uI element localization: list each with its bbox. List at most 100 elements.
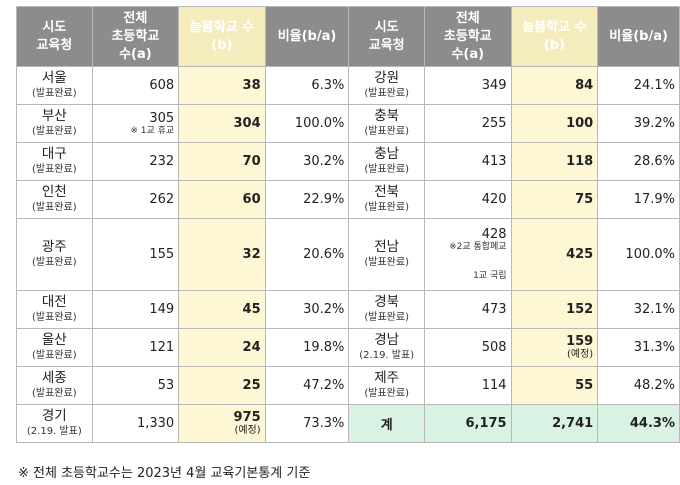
count-value: 118: [566, 154, 594, 169]
table-row: 대전 (발표완료) 149 45 30.2% 경북 (발표완료) 473 152 32.1%: [16, 290, 680, 329]
total-row-total: 6,175: [423, 404, 512, 443]
header-total-right: 전체 초등학교 수(a): [423, 6, 512, 67]
count-value: 425: [566, 247, 594, 262]
total-cell: 413: [423, 142, 512, 181]
total-cell: 155: [91, 218, 180, 291]
ratio-cell: 48.2%: [597, 366, 680, 405]
count-cell: 25: [178, 366, 266, 405]
region-cell: 부산 (발표완료): [16, 104, 93, 143]
total-cell: 349: [423, 66, 512, 105]
total-row-count: 2,741: [510, 404, 599, 443]
region-status: (2.19. 발표): [26, 425, 82, 437]
count-cell: 32: [178, 218, 266, 291]
count-value: 159: [566, 334, 594, 349]
region-name: 부산: [41, 107, 67, 124]
count-value: 304: [233, 116, 261, 131]
total-value: 255: [481, 116, 507, 131]
total-value: 149: [149, 302, 175, 317]
total-value: 155: [149, 247, 175, 262]
region-name: 전북: [374, 183, 400, 200]
count-cell: 55: [510, 366, 599, 405]
total-row-label: 계: [348, 404, 425, 443]
region-status: (발표완료): [32, 349, 77, 361]
count-cell: 70: [178, 142, 266, 181]
region-status: (발표완료): [32, 311, 77, 323]
total-cell: 262: [91, 180, 180, 219]
region-status: (발표완료): [32, 125, 77, 137]
region-name: 서울: [41, 69, 67, 86]
region-cell: 전북 (발표완료): [348, 180, 425, 219]
count-value: 55: [575, 378, 594, 393]
region-status: (발표완료): [32, 256, 77, 268]
table-body: 서울 (발표완료) 608 38 6.3% 강원 (발표완료) 349 84 24.1% 부…: [16, 66, 680, 443]
table-row: 울산 (발표완료) 121 24 19.8% 경남 (2.19. 발표) 508 159(…: [16, 328, 680, 367]
region-name: 충북: [374, 107, 400, 124]
total-cell: 428 ※2교 통합폐교 1교 국립: [423, 218, 512, 291]
count-cell: 975 (예정): [178, 404, 266, 443]
region-status: (발표완료): [364, 163, 409, 175]
total-cell: 608: [91, 66, 180, 105]
total-note: ※2교 통합폐교: [449, 242, 507, 252]
total-cell: 473: [423, 290, 512, 329]
header-total-left: 전체 초등학교 수(a): [91, 6, 180, 67]
count-cell: 45: [178, 290, 266, 329]
count-cell: 84: [510, 66, 599, 105]
region-name: 충남: [374, 145, 400, 162]
ratio-cell: 20.6%: [264, 218, 350, 291]
total-note: ※ 1교 휴교: [130, 125, 175, 136]
region-status: (발표완료): [364, 387, 409, 399]
region-status: (발표완료): [32, 201, 77, 213]
total-value: 508: [481, 340, 507, 355]
region-cell: 충북 (발표완료): [348, 104, 425, 143]
count-cell: 100: [510, 104, 599, 143]
region-cell: 인천 (발표완료): [16, 180, 93, 219]
ratio-cell: 6.3%: [264, 66, 350, 105]
total-value: 121: [149, 340, 175, 355]
region-cell: 충남 (발표완료): [348, 142, 425, 181]
region-cell: 대전 (발표완료): [16, 290, 93, 329]
count-value: 75: [575, 192, 594, 207]
total-cell: 232: [91, 142, 180, 181]
region-cell: 전남 (발표완료): [348, 218, 425, 291]
ratio-cell: 32.1%: [597, 290, 680, 329]
table-row: 서울 (발표완료) 608 38 6.3% 강원 (발표완료) 349 84 24.1%: [16, 66, 680, 105]
count-cell: 60: [178, 180, 266, 219]
region-status: (발표완료): [364, 87, 409, 99]
total-cell: 1,330: [91, 404, 180, 443]
region-name: 인천: [41, 183, 67, 200]
region-status: (발표완료): [32, 87, 77, 99]
ratio-cell: 47.2%: [264, 366, 350, 405]
header-ratio-right: 비율(b/a): [597, 6, 680, 67]
ratio-cell: 31.3%: [597, 328, 680, 367]
region-status: (발표완료): [32, 163, 77, 175]
ratio-cell: 100.0%: [264, 104, 350, 143]
count-cell: 304: [178, 104, 266, 143]
header-row: 시도 교육청 전체 초등학교 수(a) 늘봄학교 수 (b) 비율(b/a) 시도 교육청…: [16, 6, 680, 67]
total-value: 413: [481, 154, 507, 169]
ratio-cell: 28.6%: [597, 142, 680, 181]
total-value: 428: [481, 227, 507, 242]
header-region-left-text: 시도 교육청: [36, 19, 73, 53]
region-cell: 대구 (발표완료): [16, 142, 93, 181]
count-value: 84: [575, 78, 594, 93]
region-cell: 제주 (발표완료): [348, 366, 425, 405]
total-value: 232: [149, 154, 175, 169]
total-cell: 420: [423, 180, 512, 219]
school-stats-table: 시도 교육청 전체 초등학교 수(a) 늘봄학교 수 (b) 비율(b/a) 시도 교육청…: [16, 6, 680, 443]
header-count-left: 늘봄학교 수 (b): [178, 6, 266, 67]
count-cell: 425: [510, 218, 599, 291]
region-name: 전남: [374, 238, 400, 255]
total-cell: 255: [423, 104, 512, 143]
ratio-cell: 39.2%: [597, 104, 680, 143]
region-name: 강원: [374, 69, 400, 86]
region-cell: 강원 (발표완료): [348, 66, 425, 105]
count-value: 152: [566, 302, 594, 317]
region-status: (2.19. 발표): [359, 349, 415, 361]
total-value: 1,330: [136, 416, 175, 431]
count-cell: 118: [510, 142, 599, 181]
total-cell: 508: [423, 328, 512, 367]
table-row: 경기 (2.19. 발표) 1,330 975 (예정) 73.3% 계 6,175 2,…: [16, 404, 680, 443]
header-ratio-left: 비율(b/a): [264, 6, 350, 67]
count-value: 975: [233, 410, 261, 425]
region-name: 제주: [374, 369, 400, 386]
